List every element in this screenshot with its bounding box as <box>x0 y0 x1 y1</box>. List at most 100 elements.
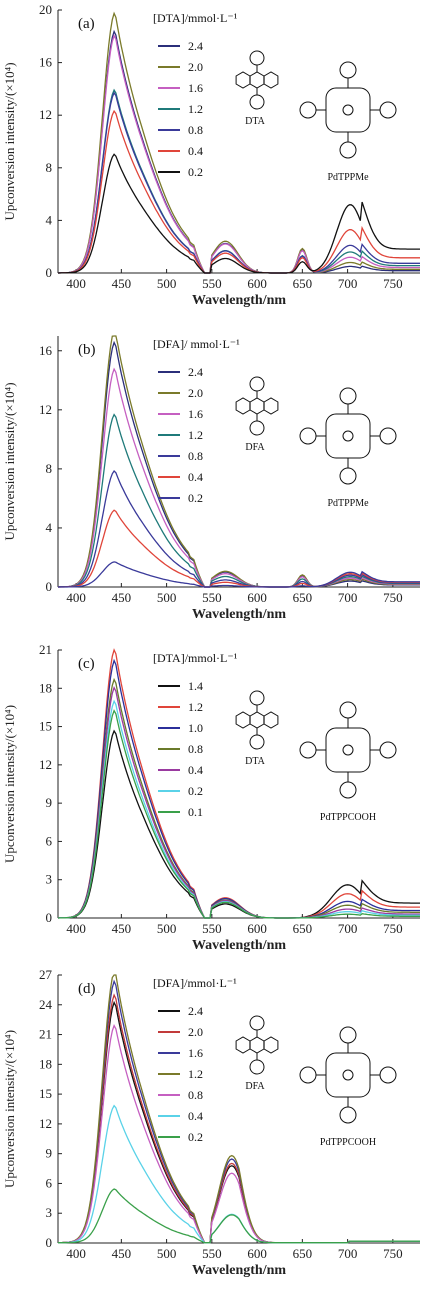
legend-label: 1.6 <box>188 407 203 421</box>
x-tick-label: 500 <box>157 921 177 936</box>
panel-label: (d) <box>78 981 96 997</box>
legend-label: 1.6 <box>188 81 203 95</box>
y-tick-label: 12 <box>39 1116 52 1131</box>
y-tick-label: 16 <box>39 343 53 358</box>
series-line-1.0 <box>58 658 420 919</box>
y-tick-label: 21 <box>39 1027 52 1042</box>
y-tick-label: 15 <box>39 719 52 734</box>
chart-panel-c: 400 450 500 550 600 650 700 750 0 3 6 9 12 15 18 21 Wave… <box>2 642 420 953</box>
legend-label: 0.4 <box>188 144 203 158</box>
legend-label: 2.4 <box>188 1004 203 1018</box>
x-tick-label: 550 <box>202 1246 222 1261</box>
legend-title: [DTA]/mmol·L⁻¹ <box>153 651 238 665</box>
series-line-0.2 <box>58 561 420 588</box>
y-tick-label: 8 <box>46 160 53 175</box>
molecule-structures <box>235 50 397 159</box>
legend-label: 1.4 <box>188 679 203 693</box>
porphyrin-core <box>325 87 371 133</box>
x-tick-label: 450 <box>112 921 132 936</box>
y-axis-label: Upconversion intensity/(×10⁴) <box>2 705 17 863</box>
anthracene-ring <box>235 71 251 89</box>
x-tick-label: 750 <box>383 921 403 936</box>
top-heterocycle <box>249 1015 265 1031</box>
y-tick-label: 8 <box>46 461 53 476</box>
y-tick-label: 4 <box>46 520 53 535</box>
x-tick-label: 650 <box>293 590 313 605</box>
x-tick-label: 650 <box>293 1246 313 1261</box>
chart-panel-a: 400 450 500 550 600 650 700 750 0 4 8 12 16 20 Wavelen… <box>2 2 420 308</box>
y-tick-label: 0 <box>46 579 53 594</box>
y-tick-label: 20 <box>39 2 52 17</box>
y-tick-label: 0 <box>46 265 53 280</box>
legend-label: 0.8 <box>188 742 203 756</box>
x-tick-label: 750 <box>383 276 403 291</box>
x-tick-label: 600 <box>247 276 267 291</box>
metal-center <box>342 744 354 756</box>
aryl-ring <box>339 387 357 405</box>
series-line-0.8 <box>57 1023 420 1244</box>
y-tick-label: 27 <box>39 967 53 982</box>
bottom-heterocycle <box>249 1059 265 1075</box>
y-tick-label: 0 <box>46 1235 53 1250</box>
molecule-label-emitter: DTA <box>245 756 266 767</box>
y-tick-label: 4 <box>46 212 53 227</box>
y-axis-label: Upconversion intensity/(×10⁴) <box>2 1030 17 1188</box>
legend-label: 2.4 <box>188 365 203 379</box>
molecule-label-sensitizer: PdTPPMe <box>327 498 369 509</box>
anthracene-ring <box>249 71 265 89</box>
x-tick-label: 400 <box>66 1246 86 1261</box>
aryl-ring <box>379 1066 397 1084</box>
y-tick-label: 6 <box>46 833 53 848</box>
panel-label: (b) <box>78 342 96 358</box>
porphyrin-core <box>325 413 371 459</box>
series-line-2.4 <box>58 340 420 588</box>
chart-panel-b: 400 450 500 550 600 650 700 750 0 4 8 12 16 Wavelengt… <box>2 335 420 622</box>
legend-label: 0.8 <box>188 449 203 463</box>
series-line-2.4 <box>58 29 420 274</box>
aryl-ring <box>299 741 317 759</box>
x-tick-label: 700 <box>338 1246 358 1261</box>
top-heterocycle <box>249 376 265 392</box>
legend-label: 0.2 <box>188 165 203 179</box>
molecule-label-emitter: DFA <box>245 1081 265 1092</box>
y-tick-label: 9 <box>46 1146 53 1161</box>
metal-center <box>342 1069 354 1081</box>
x-tick-label: 650 <box>293 276 313 291</box>
aryl-ring <box>379 427 397 445</box>
x-axis-label: Wavelength/nm <box>192 1263 286 1278</box>
molecule-label-sensitizer: PdTPPCOOH <box>320 812 376 823</box>
anthracene-ring <box>249 397 265 415</box>
molecule-structures <box>235 1015 397 1124</box>
legend-label: 0.4 <box>188 470 203 484</box>
legend-label: 1.2 <box>188 102 203 116</box>
aryl-ring <box>339 467 357 485</box>
porphyrin-core <box>325 727 371 773</box>
legend-label: 0.4 <box>188 763 203 777</box>
x-tick-label: 750 <box>383 590 403 605</box>
x-tick-label: 700 <box>338 590 358 605</box>
y-tick-label: 12 <box>39 757 52 772</box>
x-tick-label: 450 <box>112 276 132 291</box>
anthracene-ring <box>235 1036 251 1054</box>
aryl-ring <box>299 101 317 119</box>
x-tick-label: 500 <box>157 590 177 605</box>
anthracene-ring <box>249 711 265 729</box>
series-line-0.8 <box>57 91 420 274</box>
x-axis-label: Wavelength/nm <box>192 607 286 622</box>
x-tick-label: 750 <box>383 1246 403 1261</box>
y-tick-label: 16 <box>39 55 53 70</box>
legend-label: 0.2 <box>188 491 203 505</box>
x-axis-label: Wavelength/nm <box>192 938 286 953</box>
x-tick-label: 550 <box>202 921 222 936</box>
metal-center <box>342 104 354 116</box>
molecule-structures <box>235 376 397 485</box>
anthracene-ring <box>235 397 251 415</box>
x-tick-label: 700 <box>338 276 358 291</box>
y-tick-label: 24 <box>39 997 53 1012</box>
y-tick-label: 12 <box>39 402 52 417</box>
anthracene-ring <box>263 71 279 89</box>
anthracene-ring <box>263 711 279 729</box>
x-tick-label: 600 <box>247 1246 267 1261</box>
bottom-heterocycle <box>249 734 265 750</box>
y-tick-label: 9 <box>46 795 53 810</box>
